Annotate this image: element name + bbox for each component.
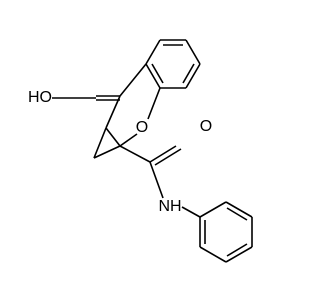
- pyran-ring: [93, 63, 161, 159]
- bond-inner: [151, 63, 164, 84]
- bond: [225, 201, 253, 218]
- bond-inner: [226, 243, 248, 257]
- oxime: [52, 95, 120, 101]
- bond: [225, 246, 253, 263]
- bond-inner: [226, 207, 248, 221]
- bond: [93, 127, 107, 159]
- atom-label: O: [136, 119, 148, 136]
- bond: [119, 63, 147, 97]
- atom-label: HO: [28, 89, 52, 106]
- benzene-ring-top: [145, 39, 201, 89]
- bond: [149, 161, 164, 199]
- bond: [154, 148, 182, 166]
- bond-inner: [182, 63, 195, 84]
- bond: [199, 201, 227, 218]
- bond: [105, 127, 121, 147]
- bond: [199, 246, 227, 263]
- bond: [145, 39, 161, 65]
- bond: [147, 87, 161, 120]
- atom-label: NH: [158, 198, 181, 215]
- bond: [93, 145, 121, 159]
- bond: [185, 39, 201, 65]
- bond: [181, 206, 201, 218]
- bond: [149, 145, 177, 163]
- bond: [105, 95, 121, 129]
- bond: [145, 63, 161, 89]
- amide: [119, 145, 201, 218]
- benzene-ring-bottom: [199, 201, 253, 263]
- bond: [119, 145, 151, 163]
- background: [0, 0, 300, 300]
- bond: [185, 63, 201, 89]
- bond: [119, 133, 138, 147]
- atom-label: O: [200, 118, 212, 135]
- molecule-diagram: HO O O NH: [0, 0, 300, 300]
